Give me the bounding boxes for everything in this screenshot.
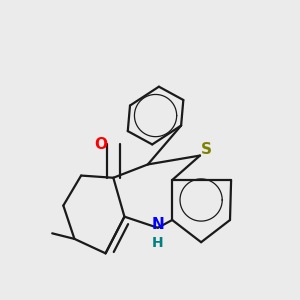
Text: O: O xyxy=(94,137,107,152)
Text: H: H xyxy=(152,236,164,250)
Text: S: S xyxy=(201,142,212,157)
Text: N: N xyxy=(152,217,164,232)
